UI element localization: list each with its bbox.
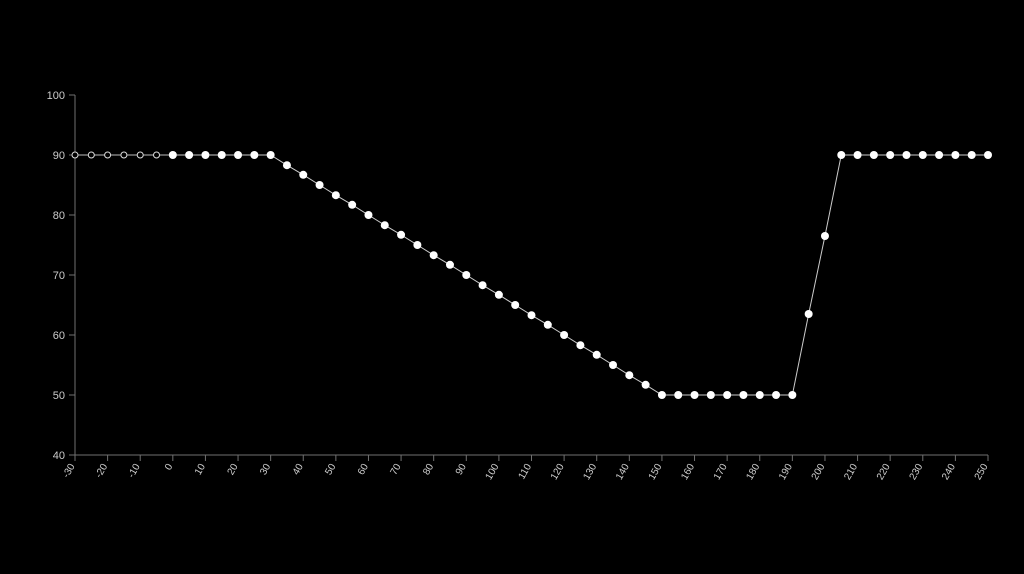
series-open-marker (137, 152, 143, 158)
series-filled-marker (364, 211, 372, 219)
y-tick-label: 90 (53, 150, 65, 162)
series-filled-marker (935, 151, 943, 159)
series-filled-marker (788, 391, 796, 399)
series-filled-marker (201, 151, 209, 159)
line-chart: 405060708090100-30-20-100102030405060708… (0, 0, 1024, 574)
series-filled-marker (348, 201, 356, 209)
series-filled-marker (283, 161, 291, 169)
series-filled-marker (837, 151, 845, 159)
chart-background (0, 0, 1024, 574)
series-filled-marker (886, 151, 894, 159)
y-tick-label: 50 (53, 390, 65, 402)
series-filled-marker (919, 151, 927, 159)
series-filled-marker (185, 151, 193, 159)
y-tick-label: 40 (53, 450, 65, 462)
series-filled-marker (723, 391, 731, 399)
series-open-marker (72, 152, 78, 158)
series-filled-marker (218, 151, 226, 159)
series-filled-marker (658, 391, 666, 399)
series-filled-marker (707, 391, 715, 399)
series-filled-marker (821, 232, 829, 240)
series-open-marker (154, 152, 160, 158)
series-filled-marker (462, 271, 470, 279)
series-filled-marker (316, 181, 324, 189)
series-filled-marker (772, 391, 780, 399)
series-filled-marker (854, 151, 862, 159)
series-filled-marker (642, 381, 650, 389)
series-open-marker (121, 152, 127, 158)
y-tick-label: 70 (53, 270, 65, 282)
series-filled-marker (609, 361, 617, 369)
series-filled-marker (674, 391, 682, 399)
chart-container: 405060708090100-30-20-100102030405060708… (0, 0, 1024, 574)
y-tick-label: 80 (53, 210, 65, 222)
y-tick-label: 100 (47, 90, 65, 102)
series-filled-marker (479, 281, 487, 289)
series-filled-marker (968, 151, 976, 159)
series-filled-marker (691, 391, 699, 399)
series-filled-marker (625, 371, 633, 379)
series-filled-marker (902, 151, 910, 159)
series-filled-marker (951, 151, 959, 159)
series-filled-marker (299, 171, 307, 179)
series-filled-marker (805, 310, 813, 318)
series-open-marker (105, 152, 111, 158)
series-filled-marker (511, 301, 519, 309)
series-open-marker (88, 152, 94, 158)
series-filled-marker (250, 151, 258, 159)
series-filled-marker (495, 291, 503, 299)
y-tick-label: 60 (53, 330, 65, 342)
series-filled-marker (870, 151, 878, 159)
series-filled-marker (593, 351, 601, 359)
series-filled-marker (739, 391, 747, 399)
series-filled-marker (332, 191, 340, 199)
series-filled-marker (984, 151, 992, 159)
series-filled-marker (234, 151, 242, 159)
series-filled-marker (544, 321, 552, 329)
series-filled-marker (381, 221, 389, 229)
series-filled-marker (528, 311, 536, 319)
series-filled-marker (413, 241, 421, 249)
series-filled-marker (446, 261, 454, 269)
series-filled-marker (560, 331, 568, 339)
series-filled-marker (397, 231, 405, 239)
series-filled-marker (756, 391, 764, 399)
series-filled-marker (169, 151, 177, 159)
series-filled-marker (430, 251, 438, 259)
series-filled-marker (267, 151, 275, 159)
series-filled-marker (576, 341, 584, 349)
